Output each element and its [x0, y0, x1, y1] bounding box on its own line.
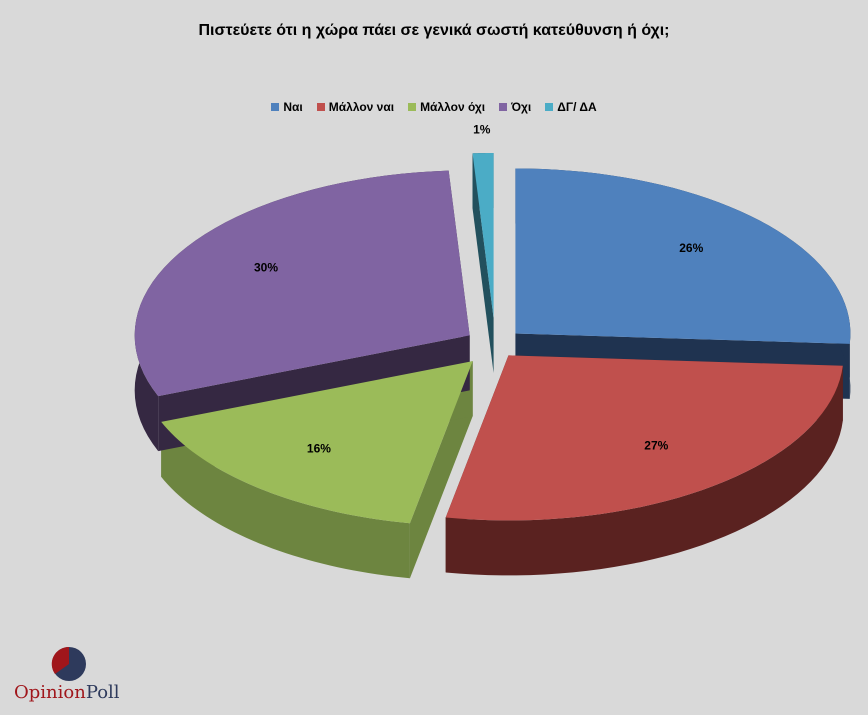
- data-label: 26%: [679, 241, 703, 255]
- logo-text-opinion: Opinion: [14, 682, 86, 703]
- data-label: 16%: [307, 442, 331, 456]
- legend-label: Όχι: [511, 100, 532, 114]
- legend-label: Μάλλον ναι: [328, 100, 395, 114]
- legend-label: Μάλλον όχι: [420, 100, 486, 114]
- logo-text: OpinionPoll: [14, 682, 120, 703]
- slice-tops: [134, 153, 851, 524]
- chart-title: Πιστεύετε ότι η χώρα πάει σε γενικά σωστ…: [198, 22, 670, 39]
- pie-slice: [472, 153, 494, 319]
- legend-item: Μάλλον όχι: [408, 100, 485, 114]
- legend-item: Μάλλον ναι: [316, 100, 395, 114]
- logo-pie-icon: [51, 646, 86, 681]
- legend-swatch: [499, 103, 508, 111]
- data-labels: 26% 27% 16% 30% 1%: [254, 122, 704, 455]
- slice-outer-wall: [445, 365, 843, 576]
- pie-slice: [515, 168, 851, 344]
- data-label: 30%: [254, 261, 278, 275]
- data-label: 27%: [644, 438, 668, 452]
- legend-item: Όχι: [499, 100, 531, 114]
- slice-outer-wall: [161, 421, 410, 579]
- legend-swatch: [316, 103, 325, 111]
- legend: Ναι Μάλλον ναι Μάλλον όχι Όχι ΔΓ/ ΔΑ: [0, 100, 868, 114]
- pie-slice: [445, 355, 843, 521]
- legend-swatch: [408, 103, 417, 111]
- logo-text-poll: Poll: [85, 682, 120, 703]
- pie-slice: [134, 170, 470, 397]
- legend-label: Ναι: [283, 100, 303, 114]
- legend-item: Ναι: [271, 100, 303, 114]
- legend-item: ΔΓ/ ΔΑ: [545, 100, 597, 114]
- legend-swatch: [545, 103, 554, 111]
- legend-label: ΔΓ/ ΔΑ: [557, 100, 597, 114]
- legend-swatch: [271, 103, 280, 111]
- slice-inner-wall: [472, 153, 494, 374]
- pie-slice: [161, 361, 473, 524]
- data-label: 1%: [473, 122, 491, 136]
